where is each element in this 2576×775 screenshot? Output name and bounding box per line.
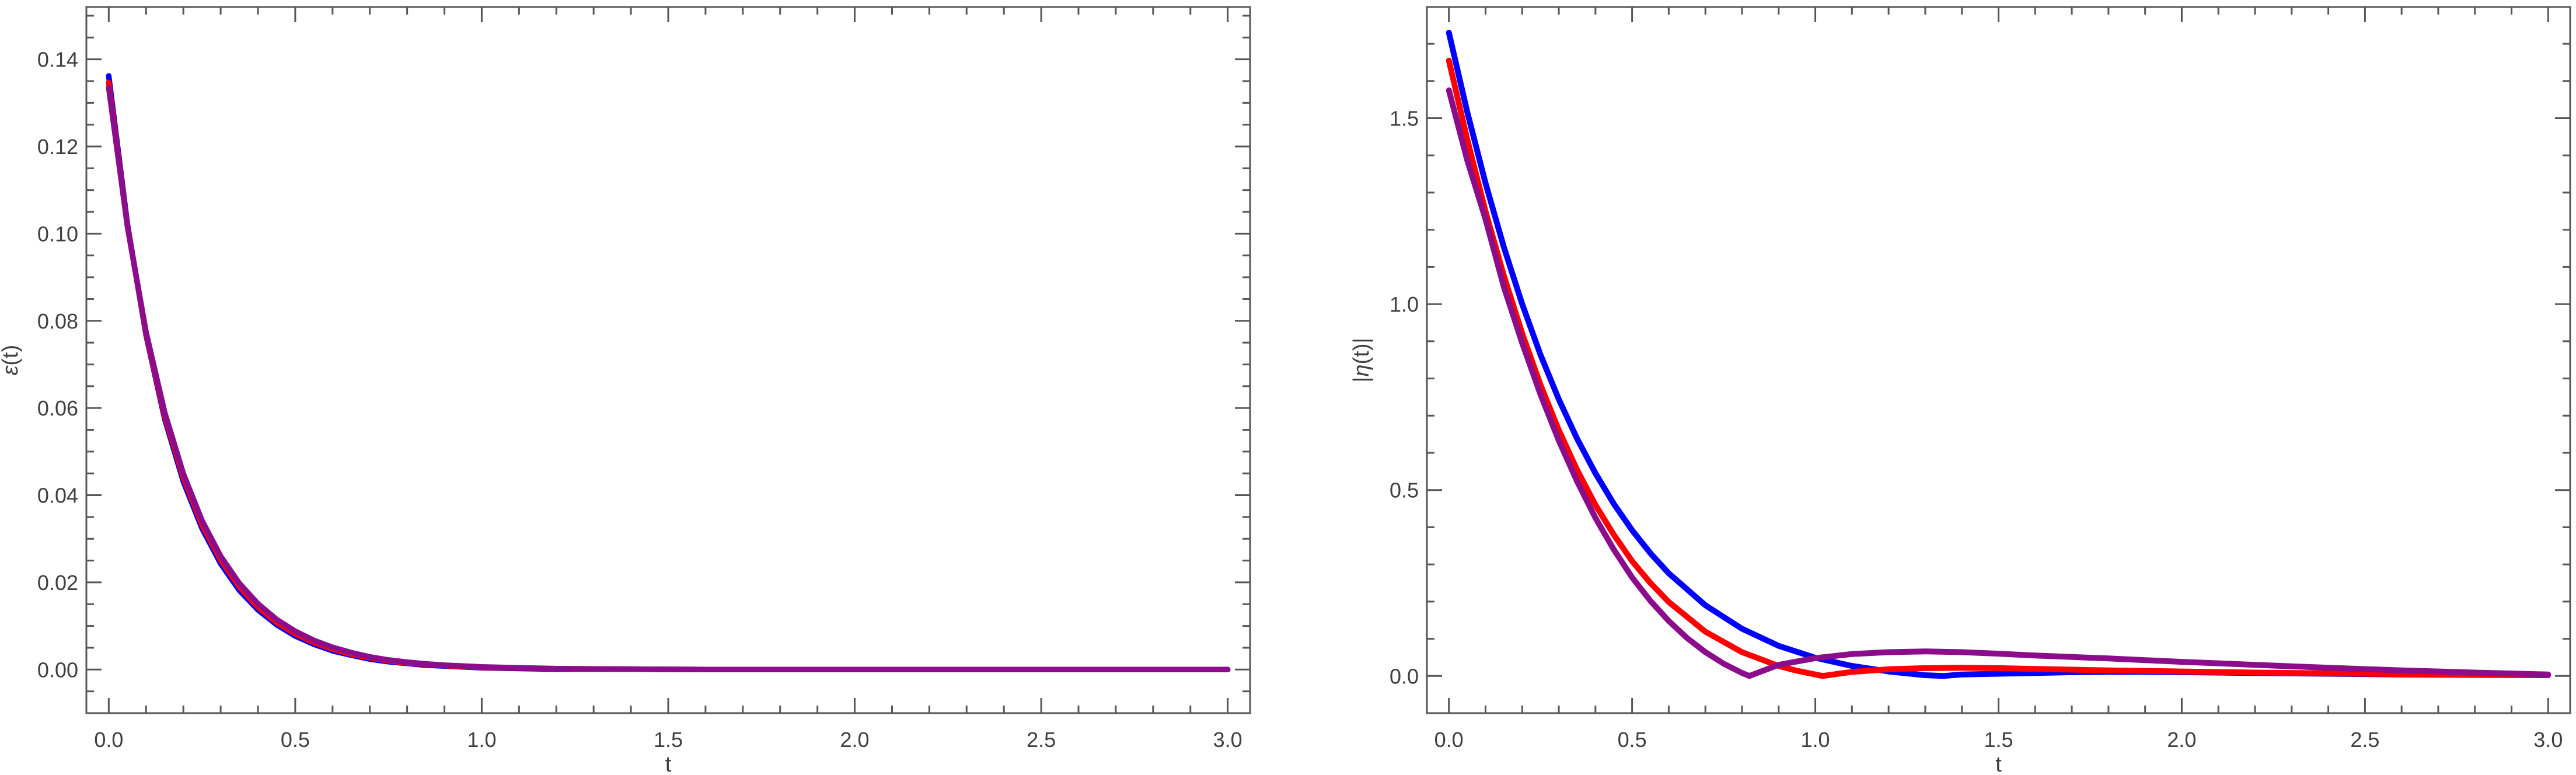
x-tick-label: 0.0: [94, 728, 123, 752]
y-tick-label: 1.0: [1390, 292, 1419, 316]
series-epsilon-blue: [106, 73, 1231, 673]
y-tick-label: 0.04: [37, 484, 78, 508]
series-eta-purple: [1446, 87, 2551, 679]
y-tick-label: 0.5: [1390, 479, 1419, 502]
x-tick-label: 0.0: [1434, 728, 1464, 752]
x-tick-label: 1.5: [654, 728, 683, 752]
x-tick-label: 1.0: [1801, 728, 1830, 752]
panel-eta: 0.0 0.5 1.0 1.5 2.0 2.5 3.00.00.51.01.5t|η(t)|: [1349, 6, 2571, 775]
y-tick-label: 0.10: [37, 222, 78, 246]
x-tick-label: 3.0: [1213, 728, 1242, 752]
x-tick-label: 0.5: [1618, 728, 1647, 752]
y-tick-label: 0.02: [37, 571, 78, 595]
series-eta-red: [1446, 57, 2551, 679]
series-eta-blue: [1446, 30, 2551, 679]
y-tick-label: 0.00: [37, 658, 78, 682]
panel-epsilon: 0.0 0.5 1.0 1.5 2.0 2.5 3.0 0.00 0.02 0.04 0.06 0.0…: [0, 6, 1251, 775]
x-tick-label: 0.5: [281, 728, 310, 752]
y-tick-label: 0.14: [37, 48, 78, 72]
x-tick-label: 2.5: [1027, 728, 1056, 752]
x-tick-label: 1.5: [1984, 728, 2013, 752]
x-axis-label: t: [665, 752, 672, 772]
series-epsilon-red: [106, 79, 1231, 673]
x-tick-label: 2.0: [840, 728, 870, 752]
x-tick-label: 2.5: [2350, 728, 2379, 752]
y-tick-label: 1.5: [1390, 107, 1419, 131]
y-tick-label: 0.06: [37, 396, 78, 420]
x-axis-label: t: [1995, 752, 2002, 772]
x-tick-label: 1.0: [467, 728, 496, 752]
plot-frame: [1426, 6, 2571, 714]
y-tick-label: 0.12: [37, 135, 78, 159]
y-axis-label: |η(t)|: [1349, 338, 1374, 383]
x-tick-label: 3.0: [2533, 728, 2563, 752]
y-tick-label: 0.08: [37, 309, 78, 333]
y-tick-label: 0.0: [1390, 664, 1419, 688]
series-epsilon-purple: [106, 85, 1231, 673]
y-axis-label: ε(t): [0, 345, 23, 376]
x-tick-label: 2.0: [2167, 728, 2196, 752]
